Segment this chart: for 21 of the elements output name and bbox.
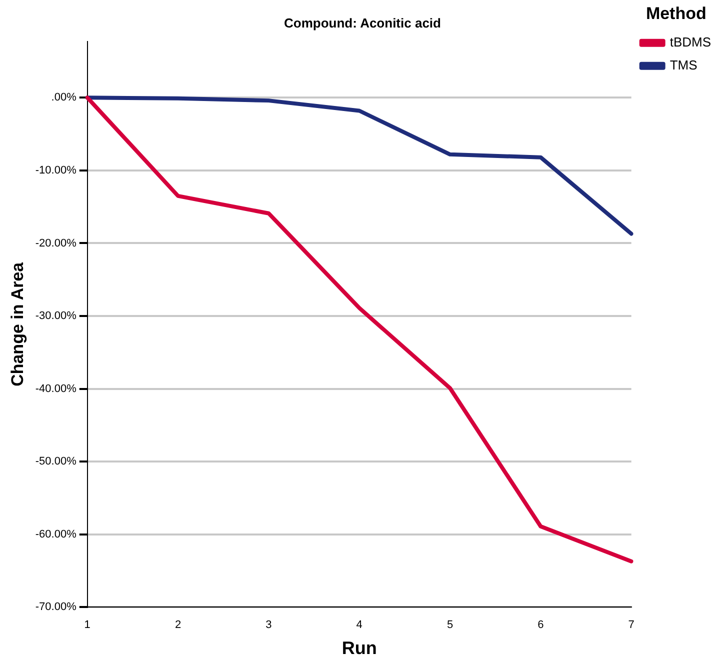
chart-title: Compound: Aconitic acid — [284, 15, 442, 30]
x-axis-title: Run — [342, 638, 377, 658]
x-tick-label: 3 — [266, 618, 272, 631]
legend-title: Method — [646, 4, 706, 24]
x-tick-label: 1 — [84, 618, 90, 631]
x-tick-label: 2 — [174, 618, 182, 631]
y-axis-title: Change in Area — [8, 262, 27, 386]
x-tick-label: 5 — [446, 618, 454, 631]
y-tick-label: -50.00% — [35, 456, 77, 468]
y-tick-label: .00% — [51, 92, 77, 104]
y-tick-label: -60.00% — [35, 528, 77, 540]
x-tick-label: 6 — [538, 618, 544, 631]
y-tick-label: -20.00% — [35, 237, 77, 250]
legend-label: tBDMS — [670, 34, 712, 50]
y-tick-label: -40.00% — [35, 382, 77, 395]
x-tick-label: 7 — [628, 618, 634, 631]
x-tick-label: 4 — [356, 618, 362, 631]
y-tick-label: -10.00% — [35, 164, 77, 176]
y-tick-label: -30.00% — [35, 310, 77, 322]
legend-label: TMS — [670, 57, 698, 72]
y-tick-label: -70.00% — [35, 601, 77, 614]
